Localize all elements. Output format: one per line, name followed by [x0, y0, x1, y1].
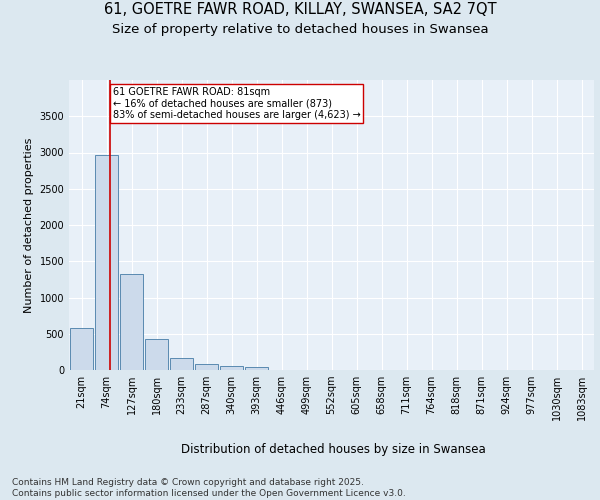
Bar [70, 328, 93, 370]
Text: Contains HM Land Registry data © Crown copyright and database right 2025.
Contai: Contains HM Land Registry data © Crown c… [12, 478, 406, 498]
Text: 61 GOETRE FAWR ROAD: 81sqm
← 16% of detached houses are smaller (873)
83% of sem: 61 GOETRE FAWR ROAD: 81sqm ← 16% of deta… [113, 87, 361, 120]
Bar [220, 366, 243, 370]
Bar [195, 364, 218, 370]
Text: Distribution of detached houses by size in Swansea: Distribution of detached houses by size … [181, 442, 485, 456]
Text: Size of property relative to detached houses in Swansea: Size of property relative to detached ho… [112, 22, 488, 36]
Bar [120, 274, 143, 370]
Bar [145, 339, 168, 370]
Bar [245, 367, 268, 370]
Text: 61, GOETRE FAWR ROAD, KILLAY, SWANSEA, SA2 7QT: 61, GOETRE FAWR ROAD, KILLAY, SWANSEA, S… [104, 2, 496, 18]
Bar [170, 358, 193, 370]
Bar [95, 154, 118, 370]
Y-axis label: Number of detached properties: Number of detached properties [24, 138, 34, 312]
